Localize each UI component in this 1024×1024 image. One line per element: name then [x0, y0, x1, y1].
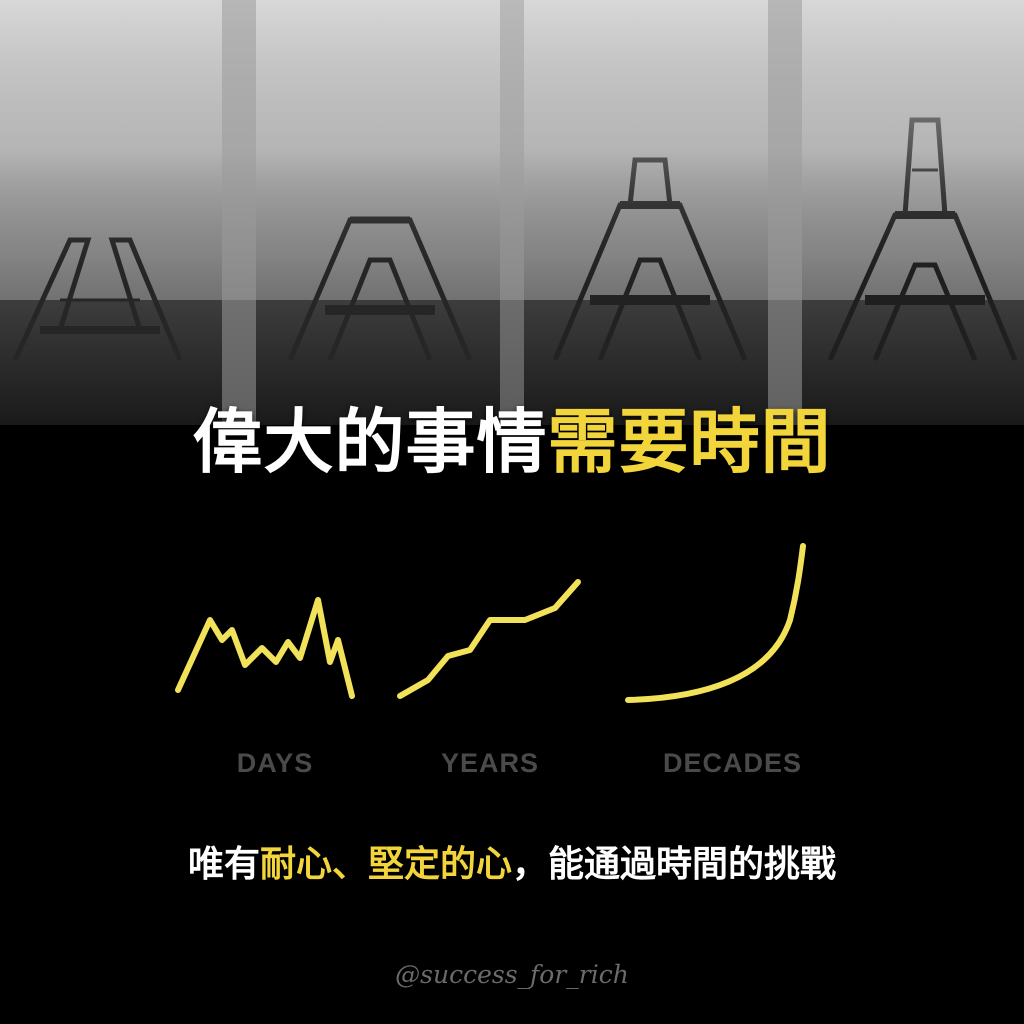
headline-part-2: 需要時間	[547, 400, 832, 483]
graph-decades-line	[625, 543, 806, 703]
headline: 偉大的事情需要時間	[0, 392, 1024, 492]
graph-days-line	[175, 597, 355, 699]
headline-part-1: 偉大的事情	[192, 400, 548, 483]
tower-illustration	[0, 0, 1024, 425]
subtitle-part-1: 唯有	[187, 844, 260, 885]
graph-years-line	[397, 579, 581, 699]
subtitle-part-3: ，能通過時間的挑戰	[512, 844, 837, 885]
subtitle: 唯有耐心、堅定的心，能通過時間的挑戰	[0, 835, 1024, 895]
label-years: YEARS	[440, 748, 540, 778]
label-days: DAYS	[236, 748, 314, 778]
subtitle-part-2: 耐心、堅定的心	[259, 844, 512, 885]
eiffel-construction-photo	[0, 0, 1024, 425]
watermark-handle: @success_for_rich	[395, 960, 629, 989]
growth-graphs	[175, 543, 806, 703]
label-decades: DECADES	[662, 748, 803, 778]
